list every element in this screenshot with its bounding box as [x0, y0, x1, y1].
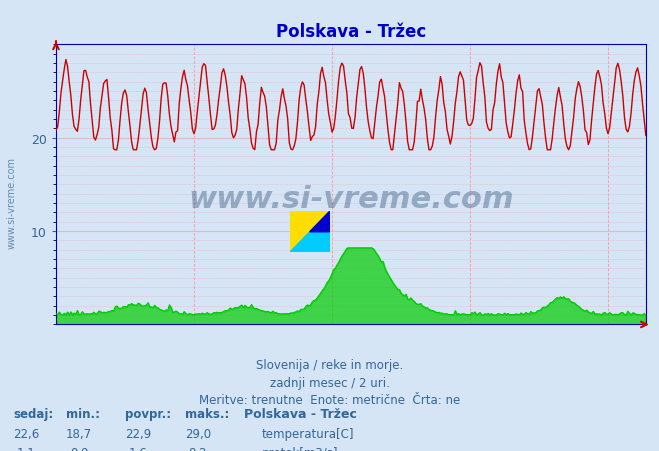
- Text: 0,9: 0,9: [70, 446, 88, 451]
- Text: 22,9: 22,9: [125, 428, 152, 441]
- Text: www.si-vreme.com: www.si-vreme.com: [7, 157, 16, 249]
- Text: 18,7: 18,7: [66, 428, 92, 441]
- Text: min.:: min.:: [66, 407, 100, 420]
- Polygon shape: [310, 212, 330, 232]
- Text: Meritve: trenutne  Enote: metrične  Črta: ne: Meritve: trenutne Enote: metrične Črta: …: [199, 393, 460, 406]
- Polygon shape: [290, 212, 330, 253]
- Text: 8,2: 8,2: [188, 446, 207, 451]
- Title: Polskava - Tržec: Polskava - Tržec: [276, 23, 426, 41]
- Text: zadnji mesec / 2 uri.: zadnji mesec / 2 uri.: [270, 376, 389, 389]
- Text: sedaj:: sedaj:: [13, 407, 53, 420]
- Text: pretok[m3/s]: pretok[m3/s]: [262, 446, 338, 451]
- Text: 29,0: 29,0: [185, 428, 211, 441]
- Text: www.si-vreme.com: www.si-vreme.com: [188, 184, 514, 213]
- Text: povpr.:: povpr.:: [125, 407, 171, 420]
- Text: 22,6: 22,6: [13, 428, 40, 441]
- Text: 1,1: 1,1: [17, 446, 36, 451]
- Text: Polskava - Tržec: Polskava - Tržec: [244, 407, 357, 420]
- Text: maks.:: maks.:: [185, 407, 229, 420]
- Text: 1,6: 1,6: [129, 446, 148, 451]
- Polygon shape: [290, 212, 330, 253]
- Text: Slovenija / reke in morje.: Slovenija / reke in morje.: [256, 359, 403, 372]
- Text: temperatura[C]: temperatura[C]: [262, 428, 354, 441]
